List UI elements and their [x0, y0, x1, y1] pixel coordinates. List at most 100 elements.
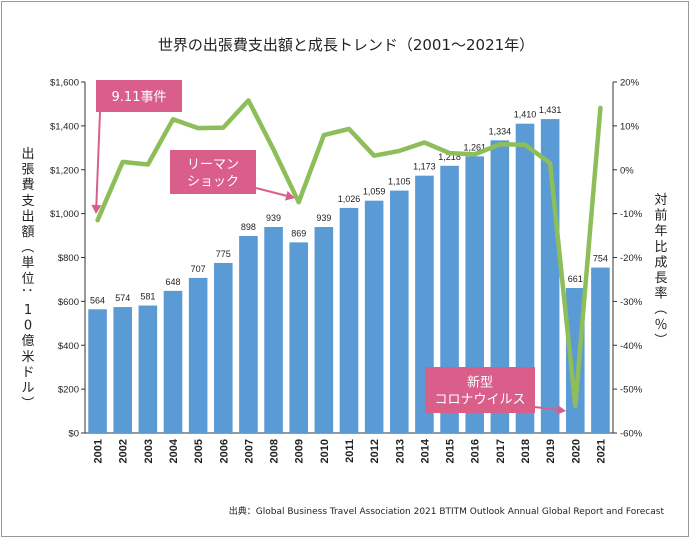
- x-tick-label: 2016: [470, 439, 482, 463]
- axis-title-char: ド: [21, 365, 34, 380]
- axis-title-char: 出: [21, 209, 34, 224]
- x-tick-label: 2009: [294, 439, 306, 463]
- annotation-text: 新型: [467, 375, 493, 391]
- bar: [138, 305, 158, 433]
- growth-line: [95, 98, 603, 409]
- x-tick-label: 2007: [243, 439, 255, 463]
- axis-title-char: 張: [21, 163, 34, 178]
- bar-value-label: 1,173: [413, 162, 436, 172]
- bar-value-label: 1,261: [463, 142, 486, 152]
- bar-value-label: 1,218: [438, 152, 461, 162]
- bar-value-label: 564: [90, 295, 105, 305]
- bar-value-label: 581: [140, 292, 155, 302]
- x-tick-label: 2001: [93, 439, 105, 463]
- bar: [440, 165, 459, 433]
- bar: [163, 290, 183, 433]
- bar-series: [88, 119, 610, 434]
- annotation-arrow-head: [285, 190, 295, 201]
- bar: [314, 227, 334, 433]
- bar-value-label: 869: [291, 228, 306, 238]
- y-tick-label: $1,600: [50, 78, 79, 89]
- bar: [515, 123, 535, 434]
- annotation-arrow-head: [556, 404, 566, 415]
- bar: [490, 140, 510, 433]
- axis-title-char: ％: [654, 318, 667, 333]
- axis-title-char: ル: [21, 381, 34, 396]
- x-tick-label: 2003: [143, 439, 155, 463]
- annotation-text: コロナウイルス: [434, 393, 525, 408]
- y2-tick-label: 20%: [620, 78, 640, 89]
- bar-value-label: 1,026: [338, 194, 361, 204]
- x-tick-label: 2013: [394, 439, 406, 463]
- annotation-text: リーマン: [187, 158, 239, 173]
- annotation-arrow-line: [255, 187, 289, 198]
- y-tick-label: $800: [58, 253, 79, 264]
- bar-value-label: 754: [593, 254, 608, 264]
- bar-value-label: 707: [191, 264, 206, 274]
- annotation-text: 9.11事件: [112, 90, 167, 105]
- source-note: 出典：Global Business Travel Association 20…: [229, 505, 665, 517]
- x-tick-label: 2008: [269, 439, 281, 463]
- axis-title-char: 位: [21, 272, 34, 287]
- bar: [88, 309, 107, 433]
- bar-value-label: 898: [241, 222, 256, 232]
- y2-tick-label: 0%: [620, 165, 634, 176]
- x-tick-label: 2015: [445, 439, 457, 463]
- x-tick-label: 2019: [545, 439, 557, 463]
- bar: [389, 190, 409, 433]
- y-tick-label: $1,000: [50, 209, 79, 220]
- y2-tick-label: -40%: [620, 341, 643, 352]
- axis-title-char: ）: [19, 396, 34, 409]
- axis-title-char: 成: [654, 255, 667, 270]
- y-tick-label: $600: [58, 297, 79, 308]
- bar-value-label: 648: [165, 277, 180, 287]
- bar-value-label: 1,431: [539, 105, 562, 115]
- axis-title-char: 前: [654, 208, 667, 224]
- bar-value-label: 661: [568, 274, 583, 284]
- bar: [239, 236, 258, 433]
- axis-title-char: （: [19, 240, 34, 253]
- bar: [213, 262, 233, 433]
- annotation-box: [425, 367, 535, 413]
- x-tick-label: 2002: [118, 439, 130, 463]
- bar-value-label: 1,059: [363, 187, 386, 197]
- y2-tick-label: 10%: [620, 121, 640, 132]
- annotation-arrow-head: [91, 204, 102, 214]
- bar-value-label: 1,334: [489, 126, 512, 136]
- bar: [264, 227, 283, 433]
- x-tick-label: 2017: [495, 439, 507, 463]
- bar-value-label: 1,105: [388, 177, 411, 187]
- bar: [364, 200, 384, 433]
- axes: $0 $200 $400 $600 $800 $1,000 $1,200 $1,400 $1,6…: [50, 78, 643, 440]
- bar-value-label: 1,410: [514, 110, 537, 120]
- bar: [465, 156, 485, 434]
- axis-title-char: 支: [21, 194, 34, 209]
- y-tick-label: $400: [58, 341, 79, 352]
- bar: [289, 242, 309, 433]
- axis-title-char: 年: [654, 224, 667, 239]
- axis-title-char: ）: [652, 333, 667, 346]
- y-tick-label: $200: [58, 385, 79, 396]
- x-tick-label: 2012: [369, 439, 381, 463]
- annotation-arrow-line: [534, 406, 560, 412]
- bar-data-labels: 564 574 581 648 707 775 898 939 869 939 1,0261,059…: [90, 105, 608, 305]
- y2-tick-label: -60%: [620, 429, 643, 440]
- axis-title-char: 比: [654, 240, 667, 255]
- annotation-text: ショック: [187, 175, 239, 190]
- axis-title-char: 1: [24, 303, 32, 318]
- x-tick-label: 2021: [595, 439, 607, 463]
- x-axis-ticks: 2001 2002 2003 2004 2005 2006 2007 2008 2009 2010…: [93, 438, 608, 463]
- bar-value-label: 939: [316, 213, 331, 223]
- annotation: 9.11事件: [91, 80, 182, 214]
- chart-title: 世界の出張費支出額と成長トレンド（2001〜2021年）: [158, 36, 534, 54]
- bar: [188, 277, 208, 433]
- y-tick-label: $1,400: [50, 121, 79, 132]
- annotation-box: [170, 150, 256, 194]
